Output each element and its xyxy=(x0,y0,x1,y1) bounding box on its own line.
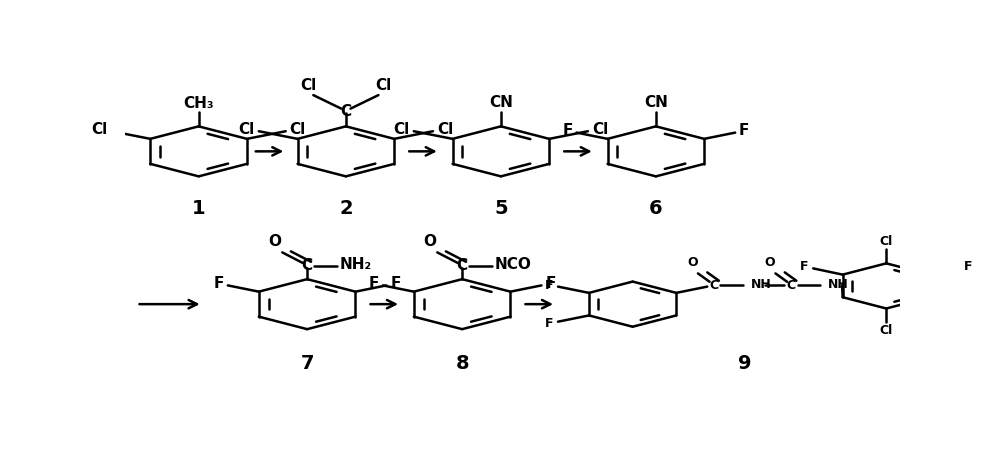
Text: F: F xyxy=(562,124,573,138)
Text: 9: 9 xyxy=(738,354,752,373)
Text: C: C xyxy=(457,258,468,273)
Text: F: F xyxy=(545,279,553,292)
Text: CN: CN xyxy=(644,95,668,110)
Text: CH₃: CH₃ xyxy=(183,96,214,111)
Text: NCO: NCO xyxy=(495,258,532,272)
Text: O: O xyxy=(268,234,281,249)
Text: C: C xyxy=(340,104,351,119)
Text: O: O xyxy=(765,256,775,268)
Text: 1: 1 xyxy=(192,199,205,218)
Text: F: F xyxy=(739,124,749,138)
Text: Cl: Cl xyxy=(301,78,317,93)
Text: F: F xyxy=(214,276,224,291)
Text: O: O xyxy=(423,234,436,249)
Text: Cl: Cl xyxy=(239,122,255,137)
Text: 6: 6 xyxy=(649,199,663,218)
Text: Cl: Cl xyxy=(375,78,391,93)
Text: F: F xyxy=(545,276,556,291)
Text: Cl: Cl xyxy=(880,324,893,337)
Text: F: F xyxy=(369,276,379,291)
Text: Cl: Cl xyxy=(290,122,306,137)
Text: NH: NH xyxy=(828,278,849,291)
Text: Cl: Cl xyxy=(91,122,108,137)
Text: F: F xyxy=(800,261,809,273)
Text: CN: CN xyxy=(489,95,513,110)
Text: F: F xyxy=(390,276,401,291)
Text: Cl: Cl xyxy=(394,122,410,137)
Text: 7: 7 xyxy=(300,354,314,373)
Text: Cl: Cl xyxy=(880,235,893,248)
Text: O: O xyxy=(687,256,698,268)
Text: 2: 2 xyxy=(339,199,353,218)
Text: NH: NH xyxy=(751,278,771,291)
Text: F: F xyxy=(964,261,973,273)
Text: C: C xyxy=(709,279,718,292)
Text: NH₂: NH₂ xyxy=(340,258,372,272)
Text: Cl: Cl xyxy=(437,122,453,137)
Text: 5: 5 xyxy=(494,199,508,218)
Text: C: C xyxy=(786,279,796,292)
Text: C: C xyxy=(302,258,313,273)
Text: Cl: Cl xyxy=(592,122,608,137)
Text: F: F xyxy=(545,317,553,330)
Text: 8: 8 xyxy=(455,354,469,373)
